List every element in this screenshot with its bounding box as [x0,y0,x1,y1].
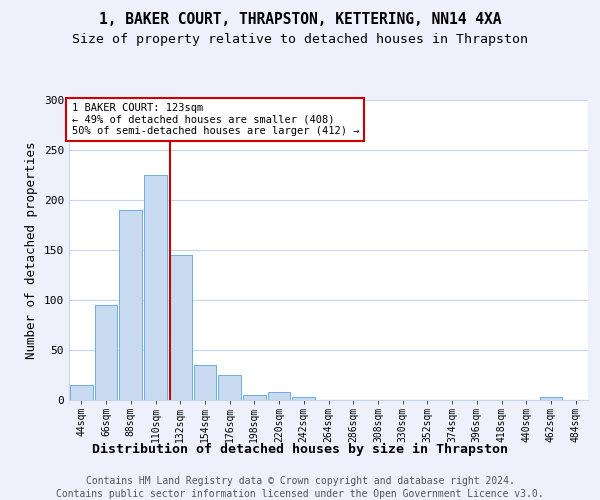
Text: Contains public sector information licensed under the Open Government Licence v3: Contains public sector information licen… [56,489,544,499]
Bar [95,305,118,400]
Text: Contains HM Land Registry data © Crown copyright and database right 2024.: Contains HM Land Registry data © Crown c… [86,476,514,486]
Bar [144,175,167,400]
Bar [268,392,290,400]
Bar [292,397,315,400]
Y-axis label: Number of detached properties: Number of detached properties [25,141,38,359]
Bar [243,395,266,400]
Text: 1 BAKER COURT: 123sqm
← 49% of detached houses are smaller (408)
50% of semi-det: 1 BAKER COURT: 123sqm ← 49% of detached … [71,103,359,136]
Bar [169,255,191,400]
Bar [119,210,142,400]
Bar [194,365,216,400]
Bar [539,397,562,400]
Text: Distribution of detached houses by size in Thrapston: Distribution of detached houses by size … [92,442,508,456]
Bar [70,385,93,400]
Text: Size of property relative to detached houses in Thrapston: Size of property relative to detached ho… [72,32,528,46]
Text: 1, BAKER COURT, THRAPSTON, KETTERING, NN14 4XA: 1, BAKER COURT, THRAPSTON, KETTERING, NN… [99,12,501,28]
Bar [218,375,241,400]
